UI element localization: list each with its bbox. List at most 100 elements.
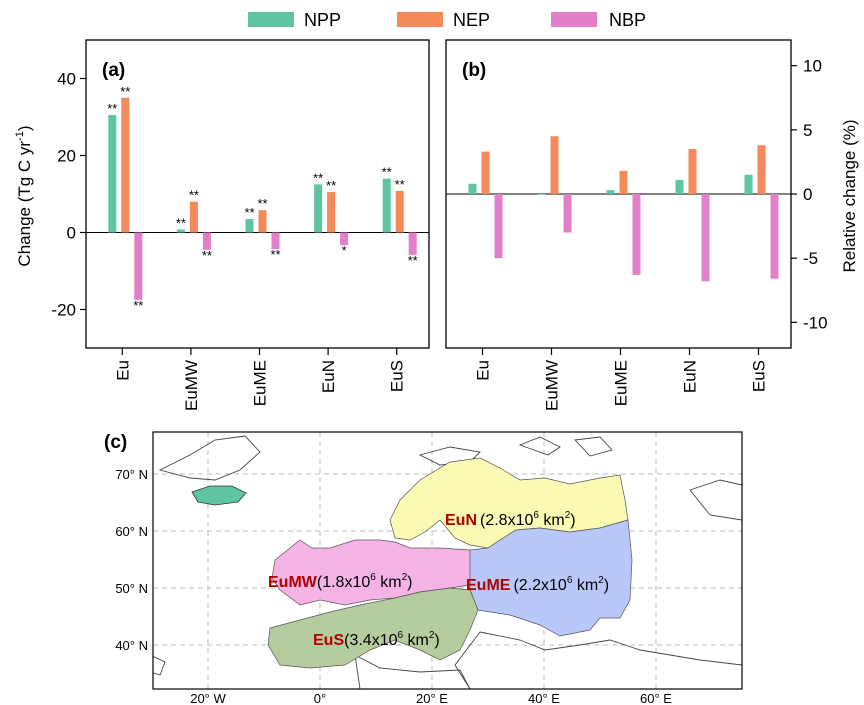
bar-nbp-eus — [770, 194, 779, 279]
panel-a-y-axis-label: Change (Tg C yr-1) — [14, 125, 34, 266]
bar-nep-eu — [481, 151, 490, 194]
sig-marker: ** — [133, 298, 143, 313]
x-tick-label-eumw: EuMW — [182, 360, 201, 411]
lat-label-50n: 50° N — [115, 581, 148, 596]
x-tick-label-eume: EuME — [251, 360, 270, 406]
x-tick-label-eus: EuS — [750, 360, 769, 392]
sig-marker: ** — [107, 101, 117, 116]
panel-b-bars — [446, 136, 791, 282]
bar-nbp-eun — [340, 232, 349, 246]
panel-c-map: (c) — [104, 431, 743, 705]
panel-a-x-axis: Eu EuMW EuME EuN EuS — [113, 348, 407, 411]
lon-label-20w: 20° W — [190, 691, 226, 705]
bar-nep-eun — [327, 192, 336, 233]
bar-nbp-eus — [408, 232, 417, 255]
lon-label-40e: 40° E — [528, 691, 560, 705]
bar-nep-eume — [619, 170, 628, 194]
panel-c-letter: (c) — [104, 432, 127, 453]
bar-npp-eun — [314, 184, 323, 233]
region-label-eun: EuN (2.8x106 km2) — [445, 510, 576, 529]
legend-label-npp: NPP — [304, 10, 341, 30]
region-eume-shape — [469, 519, 633, 637]
panel-b-letter: (b) — [462, 60, 486, 81]
y-tick-label: 0 — [803, 185, 812, 204]
sig-marker: ** — [176, 215, 186, 230]
bar-nbp-eun — [701, 194, 710, 282]
panel-a-bars: ***************************** — [86, 84, 429, 313]
sig-marker: ** — [408, 253, 418, 268]
y-tick-label: 5 — [803, 121, 812, 140]
y-tick-label: 0 — [67, 224, 76, 243]
y-tick-label: 40 — [57, 70, 76, 89]
bar-nep-eun — [688, 149, 697, 194]
y-tick-label: -10 — [803, 313, 828, 332]
panel-a-y-axis: 40 20 0 -20 — [51, 70, 86, 320]
y-tick-label: -20 — [51, 301, 76, 320]
sig-marker: ** — [395, 177, 405, 192]
bar-nep-eus — [757, 145, 766, 194]
map-coastlines — [153, 435, 742, 689]
map-frame — [152, 431, 743, 690]
x-tick-label-eu: Eu — [474, 360, 493, 381]
panel-b-y-axis-label: Relative change (%) — [840, 119, 859, 272]
legend-label-nbp: NBP — [609, 10, 646, 30]
lon-label-20e: 20° E — [416, 691, 448, 705]
bar-nbp-eu — [494, 194, 503, 259]
legend: NPP NEP NBP — [248, 10, 646, 30]
bar-npp-eus — [382, 178, 391, 233]
x-tick-label-eume: EuME — [612, 360, 631, 406]
legend-swatch-nep — [397, 12, 443, 27]
panel-b-y-axis: 10 5 0 -5 -10 — [791, 57, 828, 332]
iceland-shape — [191, 485, 247, 506]
legend-label-nep: NEP — [453, 10, 490, 30]
bar-npp-eumw — [537, 194, 546, 195]
lat-label-60n: 60° N — [115, 524, 148, 539]
x-tick-label-eun: EuN — [681, 360, 700, 393]
legend-swatch-nbp — [551, 12, 597, 27]
bar-npp-eu — [108, 115, 117, 233]
lon-label-60e: 60° E — [640, 691, 672, 705]
region-label-eume: EuME (2.2x106 km2) — [466, 575, 609, 594]
panel-b-x-axis: Eu EuMW EuME EuN EuS — [474, 348, 769, 411]
sig-marker: ** — [270, 247, 280, 262]
bar-npp-eumw — [176, 229, 185, 233]
panel-b: (b) Relative change (%) 10 5 0 -5 -10 Eu EuMW… — [445, 39, 859, 411]
region-eus-shape — [267, 587, 479, 669]
sig-marker: ** — [313, 170, 323, 185]
lat-label-70n: 70° N — [115, 467, 148, 482]
bar-nep-eu — [121, 97, 130, 233]
bar-nbp-eumw — [563, 194, 572, 233]
lon-label-0: 0° — [314, 691, 326, 705]
region-label-eus: EuS(3.4x106 km2) — [313, 630, 440, 649]
y-tick-label: -5 — [803, 249, 818, 268]
x-tick-label-eun: EuN — [319, 360, 338, 393]
sig-marker: * — [342, 243, 347, 258]
legend-swatch-npp — [248, 12, 294, 27]
sig-marker: ** — [257, 196, 267, 211]
x-tick-label-eus: EuS — [388, 360, 407, 392]
bar-nbp-eumw — [202, 232, 211, 250]
panel-a-frame — [85, 39, 430, 349]
sig-marker: ** — [120, 84, 130, 99]
bar-npp-eume — [245, 219, 254, 233]
bar-nep-eumw — [189, 201, 198, 233]
sig-marker: ** — [382, 165, 392, 180]
bar-nbp-eume — [632, 194, 641, 275]
bar-nep-eumw — [550, 136, 559, 194]
sig-marker: ** — [202, 248, 212, 263]
y-tick-label: 20 — [57, 147, 76, 166]
bar-npp-eus — [744, 174, 753, 194]
bar-nbp-eu — [134, 232, 143, 300]
region-label-eumw: EuMW(1.8x106 km2) — [268, 572, 412, 591]
lat-label-40n: 40° N — [115, 638, 148, 653]
sig-marker: ** — [189, 188, 199, 203]
y-tick-label: 10 — [803, 57, 822, 76]
bar-nbp-eume — [271, 232, 280, 250]
sig-marker: ** — [326, 178, 336, 193]
bar-npp-eun — [675, 179, 684, 194]
bar-npp-eu — [468, 183, 477, 194]
bar-nep-eume — [258, 210, 267, 233]
x-tick-label-eu: Eu — [113, 360, 132, 381]
